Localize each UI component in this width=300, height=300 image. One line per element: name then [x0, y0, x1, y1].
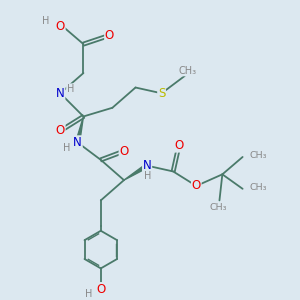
Text: N: N: [143, 159, 152, 172]
Text: O: O: [105, 29, 114, 42]
Text: O: O: [174, 139, 184, 152]
Text: CH₃: CH₃: [250, 183, 267, 192]
Text: H: H: [85, 289, 92, 299]
Text: O: O: [192, 179, 201, 192]
Polygon shape: [76, 116, 83, 143]
Text: H: H: [144, 171, 152, 182]
Text: H: H: [67, 84, 74, 94]
Text: CH₃: CH₃: [178, 66, 197, 76]
Text: N: N: [73, 136, 82, 149]
Text: O: O: [56, 124, 65, 137]
Text: S: S: [158, 87, 165, 100]
Text: CH₃: CH₃: [250, 151, 267, 160]
Text: N: N: [56, 87, 65, 100]
Text: H: H: [63, 143, 70, 153]
Text: CH₃: CH₃: [209, 203, 227, 212]
Text: O: O: [119, 145, 129, 158]
Text: H: H: [42, 16, 50, 26]
Text: O: O: [56, 20, 65, 33]
Polygon shape: [124, 164, 148, 180]
Text: O: O: [96, 283, 105, 296]
